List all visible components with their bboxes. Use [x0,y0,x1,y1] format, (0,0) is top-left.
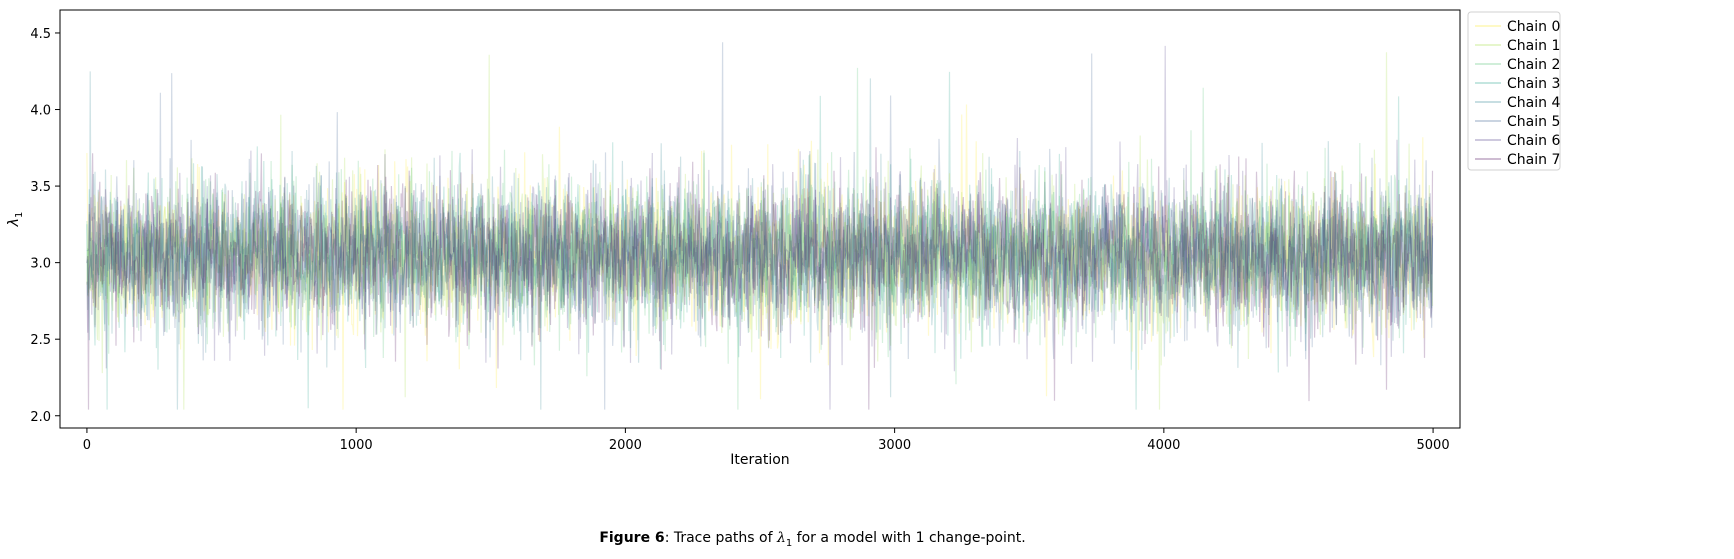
y-axis-label-symbol: λ [6,218,22,227]
figure-caption: Figure 6: Trace paths of λ1 for a model … [0,530,1625,549]
y-tick-label: 2.0 [30,410,51,425]
y-tick-label: 4.5 [30,27,51,42]
y-axis-label: λ1 [6,212,25,228]
y-axis-label-subscript: 1 [14,212,25,218]
series-line-chain-4 [86,71,1434,410]
series-line-chain-5 [86,42,1434,410]
series-line-chain-1 [86,52,1434,410]
caption-text-after: for a model with 1 change-point. [792,530,1026,546]
caption-text-before: : Trace paths of [664,530,777,546]
y-tick-label: 4.0 [30,104,51,119]
x-tick-label: 2000 [609,438,642,453]
y-tick-label: 3.5 [30,180,51,195]
legend-label-chain-3: Chain 3 [1507,76,1560,92]
x-tick-label: 3000 [878,438,911,453]
x-tick-label: 5000 [1417,438,1450,453]
legend-box [1467,11,1561,171]
x-tick-label: 0 [83,438,91,453]
caption-label: Figure 6 [599,530,665,546]
legend-label-chain-0: Chain 0 [1507,19,1560,35]
y-tick-label: 2.5 [30,333,51,348]
x-axis: 0 1000 2000 3000 4000 5000 [83,428,1450,453]
x-axis-label: Iteration [730,452,789,468]
caption-symbol: λ [776,530,786,546]
legend: Chain 0 Chain 1 Chain 2 Chain 3 Chain 4 Chain… [1467,11,1561,171]
legend-label-chain-6: Chain 6 [1507,133,1560,149]
series-line-chain-0 [86,104,1434,410]
y-axis: 2.0 2.5 3.0 3.5 4.0 4.5 [30,27,60,425]
series-line-chain-7 [86,147,1434,410]
trace-plot: 0 1000 2000 3000 4000 5000 2.0 2.5 3.0 3.5 4.0 4.5… [6,9,1561,468]
legend-label-chain-2: Chain 2 [1507,57,1560,73]
plot-frame [59,9,1461,429]
legend-label-chain-1: Chain 1 [1507,38,1560,54]
y-tick-label: 3.0 [30,257,51,272]
x-tick-label: 1000 [340,438,373,453]
series-line-chain-3 [86,71,1434,410]
legend-label-chain-4: Chain 4 [1507,95,1560,111]
legend-label-chain-7: Chain 7 [1507,152,1560,168]
series-layer [86,42,1434,410]
series-line-chain-2 [86,67,1433,410]
series-line-chain-6 [86,45,1434,410]
x-tick-label: 4000 [1147,438,1180,453]
caption-subscript: 1 [785,537,793,549]
legend-label-chain-5: Chain 5 [1507,114,1560,130]
